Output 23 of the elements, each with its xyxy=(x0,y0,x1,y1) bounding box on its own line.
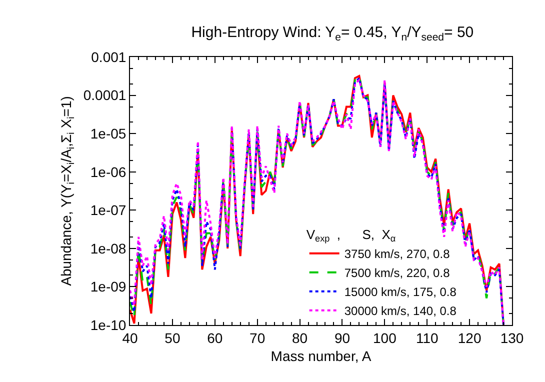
x-tick-label: 110 xyxy=(416,330,438,346)
y-tick-label: 1e-07 xyxy=(90,202,126,218)
x-tick-label: 130 xyxy=(500,330,524,346)
legend-label: 7500 km/s, 220, 0.8 xyxy=(344,266,450,280)
x-axis-title: Mass number, A xyxy=(270,348,372,364)
x-tick-label: 60 xyxy=(207,330,223,346)
y-tick-label: 1e-05 xyxy=(90,125,126,142)
y-tick-label: 1e-09 xyxy=(90,278,126,295)
x-tick-label: 70 xyxy=(250,330,266,346)
y-tick-label: 0.0001 xyxy=(83,87,126,104)
legend-title: V$_{exp}$ , S, X$_{α}$ xyxy=(306,226,396,244)
legend-label: 3750 km/s, 270, 0.8 xyxy=(344,247,450,262)
legend-label: 15000 km/s, 175, 0.8 xyxy=(344,285,457,300)
y-tick-label: 1e-08 xyxy=(90,240,126,256)
x-tick-label: 120 xyxy=(458,330,482,346)
x-tick-label: 100 xyxy=(372,330,397,346)
legend-label: 30000 km/s, 140, 0.8 xyxy=(344,304,457,318)
x-tick-label: 50 xyxy=(164,330,180,346)
y-tick-label: 0.001 xyxy=(91,48,126,65)
chart-title: High-Entropy Wind: Y$_{e}$= 0.45, Y$_{n}$/Y$_{seed}$= 50 xyxy=(191,24,474,44)
x-tick-label: 80 xyxy=(292,330,308,346)
y-tick-label: 1e-06 xyxy=(90,164,126,180)
x-tick-label: 90 xyxy=(334,330,350,346)
